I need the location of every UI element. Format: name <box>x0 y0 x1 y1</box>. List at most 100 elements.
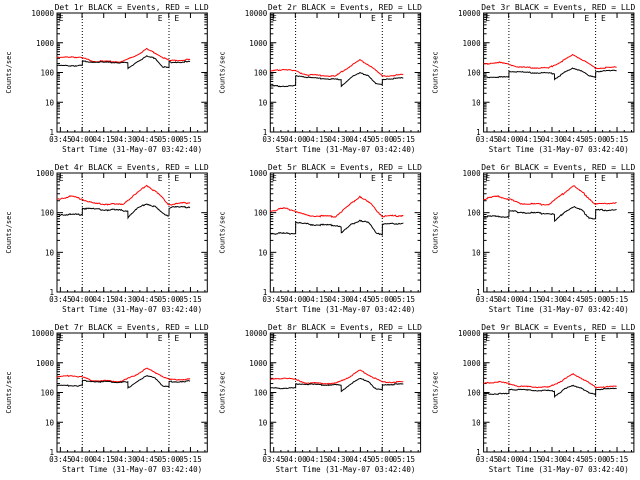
y-tick-label: 10 <box>258 248 268 257</box>
y-tick-label: 100 <box>254 389 268 398</box>
flag-letter: E <box>174 14 179 23</box>
x-tick-label: 03:45 <box>262 455 285 464</box>
x-tick-label: 05:00 <box>157 455 180 464</box>
x-tick-label: 04:15 <box>519 455 542 464</box>
y-tick-label: 10000 <box>458 329 481 338</box>
series-line-events <box>270 72 404 88</box>
x-tick-label: 04:45 <box>562 455 585 464</box>
x-tick-label: 03:45 <box>476 295 499 304</box>
flag-letter: E <box>272 334 277 343</box>
y-tick-label: 1 <box>476 128 481 137</box>
x-tick-label: 04:15 <box>306 135 329 144</box>
flag-letter: E <box>174 334 179 343</box>
series-line-lld <box>270 58 404 78</box>
y-tick-label: 100 <box>40 69 54 78</box>
x-tick-label: 04:30 <box>327 455 350 464</box>
x-tick-label: 04:45 <box>349 295 372 304</box>
x-tick-label: 04:00 <box>497 455 520 464</box>
series-line-events <box>57 203 191 220</box>
flag-letter: E <box>174 174 179 183</box>
flag-letter: E <box>584 334 589 343</box>
panel-title: Det 4r BLACK = Events, RED = LLD <box>55 163 209 172</box>
series-line-events <box>483 67 617 81</box>
x-tick-label: 04:45 <box>562 135 585 144</box>
flag-letter: E <box>371 334 376 343</box>
y-tick-label: 1000 <box>36 359 55 368</box>
panel-det-2: Det 2r BLACK = Events, RED = LLD 1 10 100 10… <box>218 3 422 154</box>
y-tick-label: 1000 <box>463 39 482 48</box>
y-tick-label: 100 <box>254 69 268 78</box>
y-tick-label: 10 <box>472 98 482 107</box>
y-tick-label: 10 <box>472 418 482 427</box>
x-axis-label: Start Time (31-May-07 03:42:40) <box>62 145 202 154</box>
x-tick-label: 04:45 <box>136 295 159 304</box>
flag-letter: E <box>601 334 606 343</box>
panel-title: Det 6r BLACK = Events, RED = LLD <box>481 163 635 172</box>
x-tick-label: 05:15 <box>392 295 415 304</box>
x-tick-label: 04:30 <box>541 135 564 144</box>
y-tick-label: 10 <box>45 248 55 257</box>
series-line-events <box>270 219 404 236</box>
x-tick-label: 05:15 <box>179 295 202 304</box>
x-tick-label: 05:00 <box>371 295 394 304</box>
y-tick-label: 1000 <box>249 359 268 368</box>
y-tick-label: 1 <box>263 288 268 297</box>
y-tick-label: 100 <box>467 69 481 78</box>
series-line-lld <box>56 367 191 383</box>
y-tick-label: 1 <box>49 128 54 137</box>
panel-det-4: Det 4r BLACK = Events, RED = LLD 1 10 100 10… <box>5 163 209 314</box>
flag-letter: E <box>371 14 376 23</box>
y-tick-label: 10 <box>45 418 55 427</box>
y-tick-label: 100 <box>467 209 481 218</box>
y-tick-label: 1 <box>476 288 481 297</box>
x-tick-label: 05:15 <box>606 295 629 304</box>
panel-title: Det 5r BLACK = Events, RED = LLD <box>268 163 422 172</box>
x-tick-label: 04:00 <box>71 295 94 304</box>
x-tick-label: 04:15 <box>92 135 115 144</box>
x-tick-label: 03:45 <box>476 135 499 144</box>
y-tick-label: 1 <box>476 448 481 457</box>
x-tick-label: 04:15 <box>92 455 115 464</box>
x-tick-label: 05:00 <box>157 295 180 304</box>
panel-det-1: Det 1r BLACK = Events, RED = LLD 1 10 100 10… <box>5 3 209 154</box>
x-tick-label: 04:45 <box>562 295 585 304</box>
x-tick-label: 04:45 <box>349 455 372 464</box>
x-axis-label: Start Time (31-May-07 03:42:40) <box>489 305 629 314</box>
x-tick-label: 05:00 <box>371 455 394 464</box>
x-tick-label: 05:15 <box>392 455 415 464</box>
y-axis-label: Counts/sec <box>432 371 440 413</box>
y-tick-label: 10 <box>258 98 268 107</box>
panel-det-8: Det 8r BLACK = Events, RED = LLD 1 10 100 10… <box>218 323 422 474</box>
flag-letter: E <box>272 174 277 183</box>
x-tick-label: 04:15 <box>306 295 329 304</box>
x-tick-label: 03:45 <box>262 135 285 144</box>
y-tick-label: 100 <box>40 209 54 218</box>
panel-det-3: Det 3r BLACK = Events, RED = LLD 1 10 100 10… <box>432 3 636 154</box>
flag-letter: E <box>584 14 589 23</box>
x-tick-label: 04:00 <box>71 455 94 464</box>
x-tick-label: 04:30 <box>114 135 137 144</box>
x-tick-label: 04:30 <box>327 295 350 304</box>
series-line-events <box>56 55 191 70</box>
x-tick-label: 04:30 <box>327 135 350 144</box>
y-tick-label: 10 <box>258 418 268 427</box>
x-axis-label: Start Time (31-May-07 03:42:40) <box>275 305 415 314</box>
y-tick-label: 10000 <box>458 9 481 18</box>
y-tick-label: 100 <box>254 209 268 218</box>
panel-det-5: Det 5r BLACK = Events, RED = LLD 1 10 100 10… <box>218 163 422 314</box>
x-tick-label: 04:45 <box>136 135 159 144</box>
y-tick-label: 1 <box>263 448 268 457</box>
x-tick-label: 05:15 <box>392 135 415 144</box>
panel-title: Det 7r BLACK = Events, RED = LLD <box>55 323 209 332</box>
flag-letter: E <box>388 14 393 23</box>
panel-title: Det 2r BLACK = Events, RED = LLD <box>268 3 422 12</box>
flag-letter: E <box>272 14 277 23</box>
x-tick-label: 04:30 <box>114 455 137 464</box>
y-tick-label: 100 <box>467 389 481 398</box>
series-line-lld <box>483 185 617 206</box>
x-tick-label: 04:30 <box>541 295 564 304</box>
x-tick-label: 04:00 <box>497 135 520 144</box>
series-line-lld <box>56 47 191 63</box>
series-line-events <box>483 384 617 399</box>
